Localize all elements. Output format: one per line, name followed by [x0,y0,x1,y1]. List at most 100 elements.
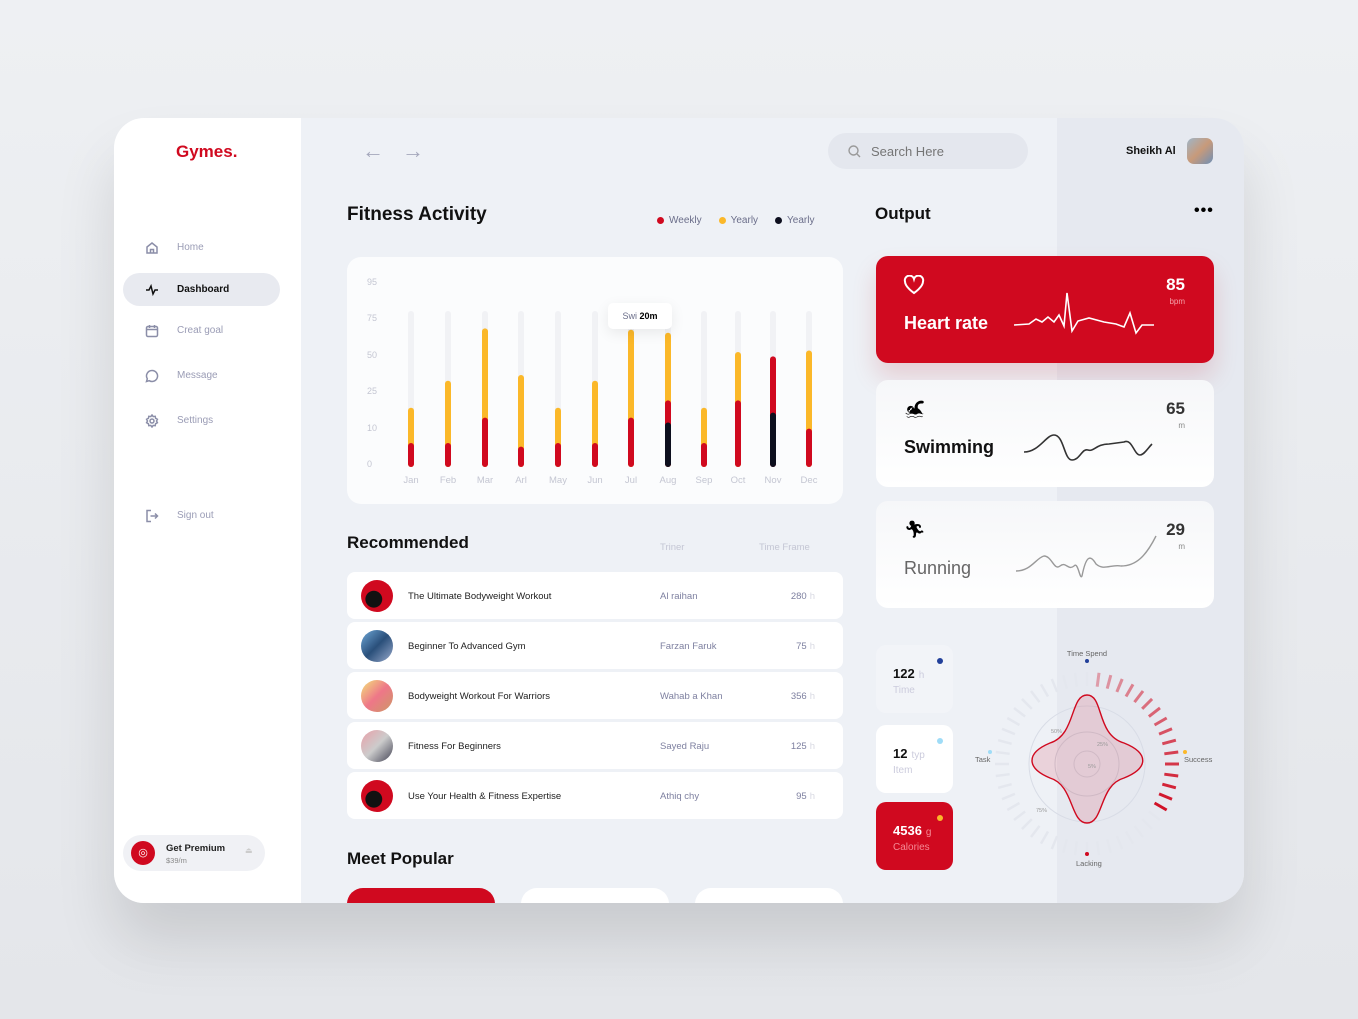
workout-title: Use Your Health & Fitness Expertise [408,791,562,802]
x-tick-label: Mar [477,475,493,486]
table-row[interactable]: Bodyweight Workout For Warriors Wahab a K… [347,672,843,719]
sidebar-item-label: Creat goal [177,325,224,336]
radar-tick [1095,841,1101,856]
heartbeat-wave [1014,292,1154,335]
sidebar-item-settings[interactable]: Settings [123,404,280,437]
heart-rate-value: 85 [1166,275,1185,294]
radar-tick [1001,727,1016,736]
x-tick-label: Arl [515,475,527,486]
search-bar[interactable] [828,133,1028,169]
radar-tick [1039,683,1050,698]
running-card[interactable]: 🏃︎ 29 m Running [876,501,1214,608]
radar-tick [1153,716,1168,727]
x-tick-label: Jan [403,475,418,486]
workout-thumbnail [361,580,393,612]
workout-title: The Ultimate Bodyweight Workout [408,591,552,602]
y-tick-label: 50 [367,350,377,360]
premium-price: $39/m [166,856,187,865]
table-row[interactable]: Use Your Health & Fitness Expertise Athiq… [347,772,843,819]
popular-card[interactable] [695,888,843,903]
radar-tick [1161,738,1177,746]
forward-arrow-icon[interactable]: → [402,138,424,163]
sign-out-button[interactable]: Sign out [123,499,280,532]
legend-weekly: Weekly [657,215,702,226]
sidebar-item-message[interactable]: Message [123,359,280,392]
workout-thumbnail [361,680,393,712]
logo: Gymes. [176,142,238,161]
workout-thumbnail [361,780,393,812]
search-icon [848,144,861,157]
activity-chart-card: 0 10 25 50 75 95 Jan Feb Mar Arl May Jun Jul Aug Sep Oc… [347,257,843,504]
sidebar-item-create-goal[interactable]: Creat goal [123,314,280,347]
radar-tick [1001,792,1016,801]
premium-title: Get Premium [166,843,226,854]
y-tick-label: 0 [367,459,372,469]
radar-label-task: Task [975,755,991,764]
radar-label-lacking: Lacking [1076,859,1102,868]
radar-tick [1073,841,1079,856]
popular-card[interactable] [347,888,495,903]
x-tick-label: Aug [660,475,677,486]
radar-tick [1115,835,1124,850]
radar-tick [1050,835,1059,850]
legend-yearly: Yearly [718,215,758,226]
avatar[interactable] [1187,138,1213,164]
table-row[interactable]: Beginner To Advanced Gym Farzan Faruk 75 h [347,622,843,669]
stat-item: 12 typ Item [876,725,953,793]
swimming-card[interactable]: 🏊︎ 65 m Swimming [876,380,1214,487]
table-row[interactable]: Fitness For Beginners Sayed Raju 125 h [347,722,843,769]
radar-tick [1021,698,1033,710]
workout-title: Fitness For Beginners [408,741,501,752]
recommended-title: Recommended [347,533,469,552]
radar-tick [1061,674,1069,689]
more-options-icon[interactable]: ••• [1194,202,1214,219]
search-input[interactable] [871,143,1011,159]
sidebar-item-dashboard[interactable]: Dashboard [123,273,280,306]
radar-tick [997,782,1012,790]
trainer-name: Farzan Faruk [660,641,717,652]
radar-shape [1031,694,1144,824]
trainer-name: Athiq chy [660,791,700,802]
radar-tick [1095,672,1101,687]
table-row[interactable]: The Ultimate Bodyweight Workout Al raihan… [347,572,843,619]
radar-tick [1133,690,1145,704]
trainer-name: Sayed Raju [660,741,710,752]
sidebar-item-home[interactable]: Home [123,231,280,264]
workout-title: Bodyweight Workout For Warriors [408,691,551,702]
radar-tick [1141,697,1154,710]
radar-tick [1158,792,1173,801]
x-tick-label: Sep [696,475,713,486]
x-tick-label: Jul [625,475,637,486]
radar-tick [1073,672,1079,687]
radar-tick [1050,678,1059,693]
trainer-name: Al raihan [660,591,698,602]
heart-rate-label: Heart rate [904,313,989,333]
sidebar-item-label: Settings [177,415,214,426]
activity-icon [146,283,158,296]
radar-tick [1161,782,1177,790]
running-wave [1016,535,1157,578]
ring-5: 5% [1088,764,1096,770]
running-label: Running [904,558,972,578]
get-premium-button[interactable]: ◎ Get Premium $39/m ⏏ [123,835,265,871]
radar-tick [1164,750,1179,756]
swimming-value: 65 [1166,399,1185,418]
y-tick-label: 25 [367,386,377,396]
x-tick-label: Dec [801,475,818,486]
radar-tick [1115,678,1124,693]
radar-tick [995,750,1010,756]
time-frame: 75 h [796,641,815,652]
x-tick-label: Nov [765,475,782,486]
medal-icon: ◎ [131,841,155,865]
running-icon: 🏃︎ [904,520,926,539]
x-tick-label: Oct [731,475,746,486]
swimming-wave [1024,434,1153,461]
x-tick-label: Jun [587,475,602,486]
y-tick-label: 75 [367,313,377,323]
heart-rate-card[interactable]: 85 bpm Heart rate [876,256,1214,363]
workout-title: Beginner To Advanced Gym [408,641,526,652]
radar-tick [1153,801,1168,812]
back-arrow-icon[interactable]: ← [362,138,384,163]
popular-card[interactable] [521,888,669,903]
calendar-icon [145,324,159,337]
